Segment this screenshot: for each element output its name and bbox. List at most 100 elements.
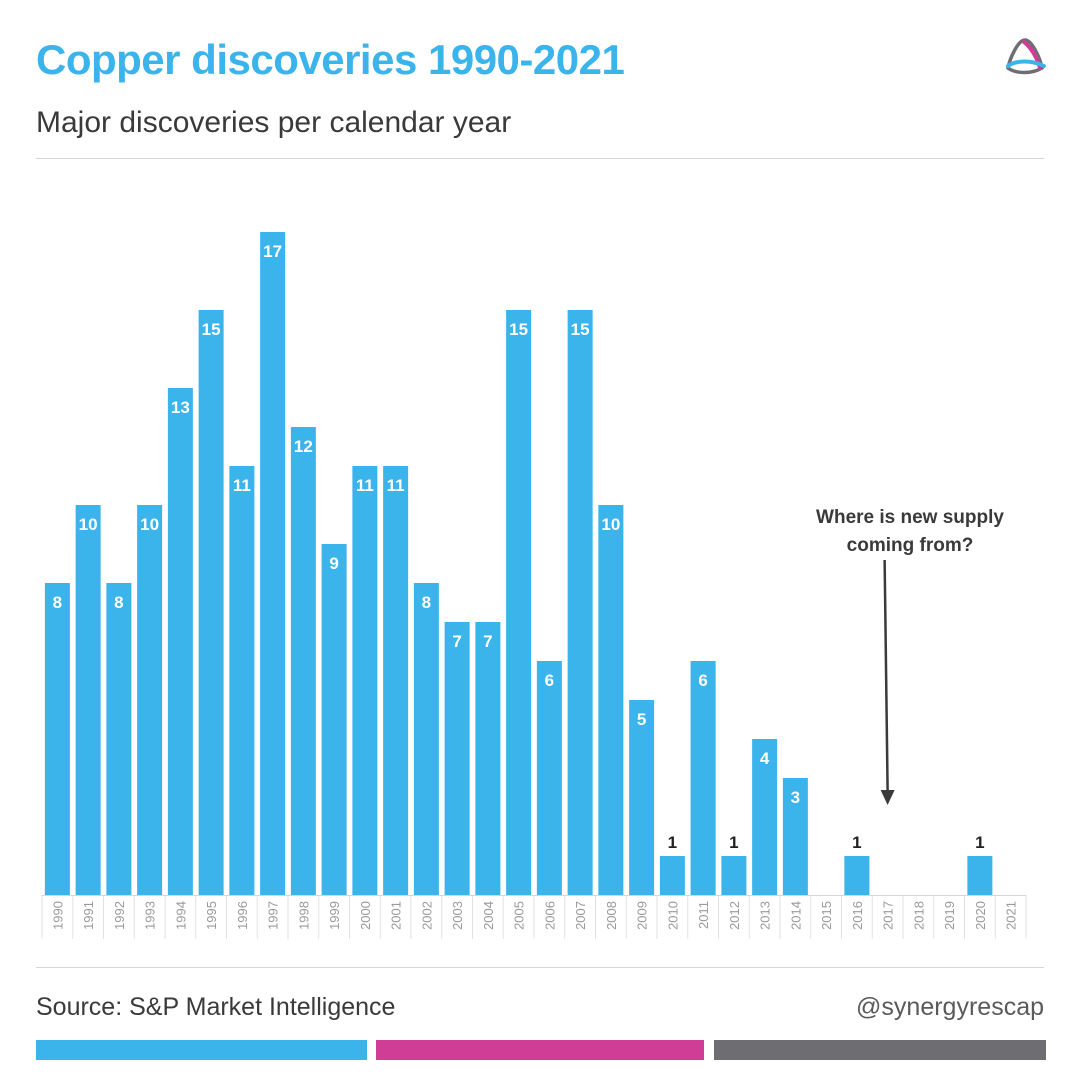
value-label-1997: 17 xyxy=(263,242,282,261)
tick-label-2005: 2005 xyxy=(512,901,527,930)
bar-2014 xyxy=(782,778,808,895)
annotation-arrowhead xyxy=(880,790,895,805)
header-divider xyxy=(36,158,1044,159)
tick-label-1997: 1997 xyxy=(266,901,281,930)
bar-1995 xyxy=(198,310,224,895)
tick-label-1995: 1995 xyxy=(204,901,219,930)
bar-2003 xyxy=(444,622,470,895)
tick-label-1991: 1991 xyxy=(81,901,96,930)
value-label-2003: 7 xyxy=(452,632,461,651)
annotation-text-line2: coming from? xyxy=(847,535,974,556)
bar-2000 xyxy=(352,466,378,895)
value-label-1994: 13 xyxy=(171,398,190,417)
bar-2011 xyxy=(690,661,716,895)
tick-label-1994: 1994 xyxy=(173,901,188,930)
bar-1994 xyxy=(167,388,193,895)
bar-2009 xyxy=(629,700,655,895)
value-label-2006: 6 xyxy=(545,671,554,690)
bar-2001 xyxy=(383,466,409,895)
chart-subtitle: Major discoveries per calendar year xyxy=(36,106,512,139)
tick-label-2021: 2021 xyxy=(1004,901,1019,930)
tick-label-2006: 2006 xyxy=(542,901,557,930)
value-label-2000: 11 xyxy=(356,476,374,495)
tick-label-2000: 2000 xyxy=(358,901,373,930)
source-note: Source: S&P Market Intelligence xyxy=(36,993,396,1021)
bars-layer xyxy=(44,232,993,895)
value-label-2011: 6 xyxy=(698,671,707,690)
tick-label-2001: 2001 xyxy=(389,901,404,930)
bar-1996 xyxy=(229,466,255,895)
bar-2007 xyxy=(567,310,593,895)
bar-1999 xyxy=(321,544,347,895)
value-label-1992: 8 xyxy=(114,593,123,612)
value-label-1990: 8 xyxy=(53,593,62,612)
annotation-text-line1: Where is new supply xyxy=(816,507,1004,528)
tick-label-1990: 1990 xyxy=(50,901,65,930)
value-label-2014: 3 xyxy=(791,788,800,807)
tick-label-1999: 1999 xyxy=(327,901,342,930)
bar-1992 xyxy=(106,583,132,895)
footer-divider xyxy=(36,967,1044,968)
x-axis: 1990 1991 1992 1993 1994 1995 1996 1997 1998 1999… xyxy=(41,895,1027,939)
tick-label-1998: 1998 xyxy=(296,901,311,930)
chart-title: Copper discoveries 1990-2021 xyxy=(36,36,625,83)
value-label-2010: 1 xyxy=(668,833,677,852)
value-label-1998: 12 xyxy=(294,437,313,456)
bar-2020 xyxy=(967,856,993,895)
footer-stripe-blue xyxy=(36,1040,367,1060)
tick-label-1993: 1993 xyxy=(143,901,158,930)
tick-label-2011: 2011 xyxy=(696,901,711,929)
bar-2010 xyxy=(659,856,685,895)
tick-label-1992: 1992 xyxy=(112,901,127,930)
bar-1998 xyxy=(290,427,316,895)
value-label-1995: 15 xyxy=(202,320,221,339)
tick-label-2019: 2019 xyxy=(942,901,957,930)
value-label-2008: 10 xyxy=(601,515,620,534)
tick-label-2002: 2002 xyxy=(419,901,434,930)
value-label-2016: 1 xyxy=(852,833,861,852)
tick-label-2012: 2012 xyxy=(727,901,742,930)
value-label-1999: 9 xyxy=(329,554,338,573)
bar-2012 xyxy=(721,856,747,895)
bar-2004 xyxy=(475,622,501,895)
bar-1993 xyxy=(137,505,163,895)
tick-label-2010: 2010 xyxy=(665,901,680,930)
tick-label-2013: 2013 xyxy=(758,901,773,930)
value-label-1993: 10 xyxy=(140,515,159,534)
social-handle: @synergyrescap xyxy=(856,993,1044,1021)
bar-2008 xyxy=(598,505,624,895)
annotation-arrow xyxy=(883,559,889,793)
tick-label-2007: 2007 xyxy=(573,901,588,930)
tick-label-2017: 2017 xyxy=(881,901,896,930)
tick-label-2020: 2020 xyxy=(973,901,988,930)
footer-stripe-gray xyxy=(714,1040,1046,1060)
value-label-2020: 1 xyxy=(975,833,984,852)
tick-label-2015: 2015 xyxy=(819,901,834,930)
tick-label-2018: 2018 xyxy=(911,901,926,930)
value-label-1991: 10 xyxy=(79,515,98,534)
value-label-1996: 11 xyxy=(233,476,251,495)
bar-2006 xyxy=(536,661,562,895)
bar-2016 xyxy=(844,856,870,895)
value-label-2005: 15 xyxy=(509,320,528,339)
annotation: Where is new supply coming from? xyxy=(816,507,1004,805)
tick-label-2003: 2003 xyxy=(450,901,465,930)
bar-1991 xyxy=(75,505,101,895)
value-label-2009: 5 xyxy=(637,710,646,729)
value-label-2013: 4 xyxy=(760,749,770,768)
value-label-2012: 1 xyxy=(729,833,738,852)
tick-label-1996: 1996 xyxy=(235,901,250,930)
tick-label-2008: 2008 xyxy=(604,901,619,930)
bar-2005 xyxy=(506,310,532,895)
bar-1990 xyxy=(44,583,70,895)
tick-label-2009: 2009 xyxy=(635,901,650,930)
value-label-2002: 8 xyxy=(422,593,431,612)
value-label-2004: 7 xyxy=(483,632,492,651)
footer-stripe-magenta xyxy=(376,1040,704,1060)
value-label-2007: 15 xyxy=(571,320,590,339)
bar-1997 xyxy=(260,232,286,895)
bar-2002 xyxy=(413,583,439,895)
tick-label-2004: 2004 xyxy=(481,901,496,930)
